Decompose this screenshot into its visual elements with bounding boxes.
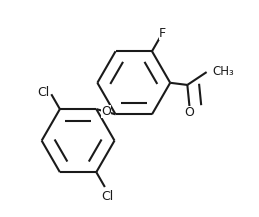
Text: F: F xyxy=(159,27,166,40)
Text: Cl: Cl xyxy=(101,190,113,203)
Text: O: O xyxy=(101,105,111,118)
Text: Cl: Cl xyxy=(37,86,49,99)
Text: CH₃: CH₃ xyxy=(212,64,234,77)
Text: O: O xyxy=(185,106,195,119)
